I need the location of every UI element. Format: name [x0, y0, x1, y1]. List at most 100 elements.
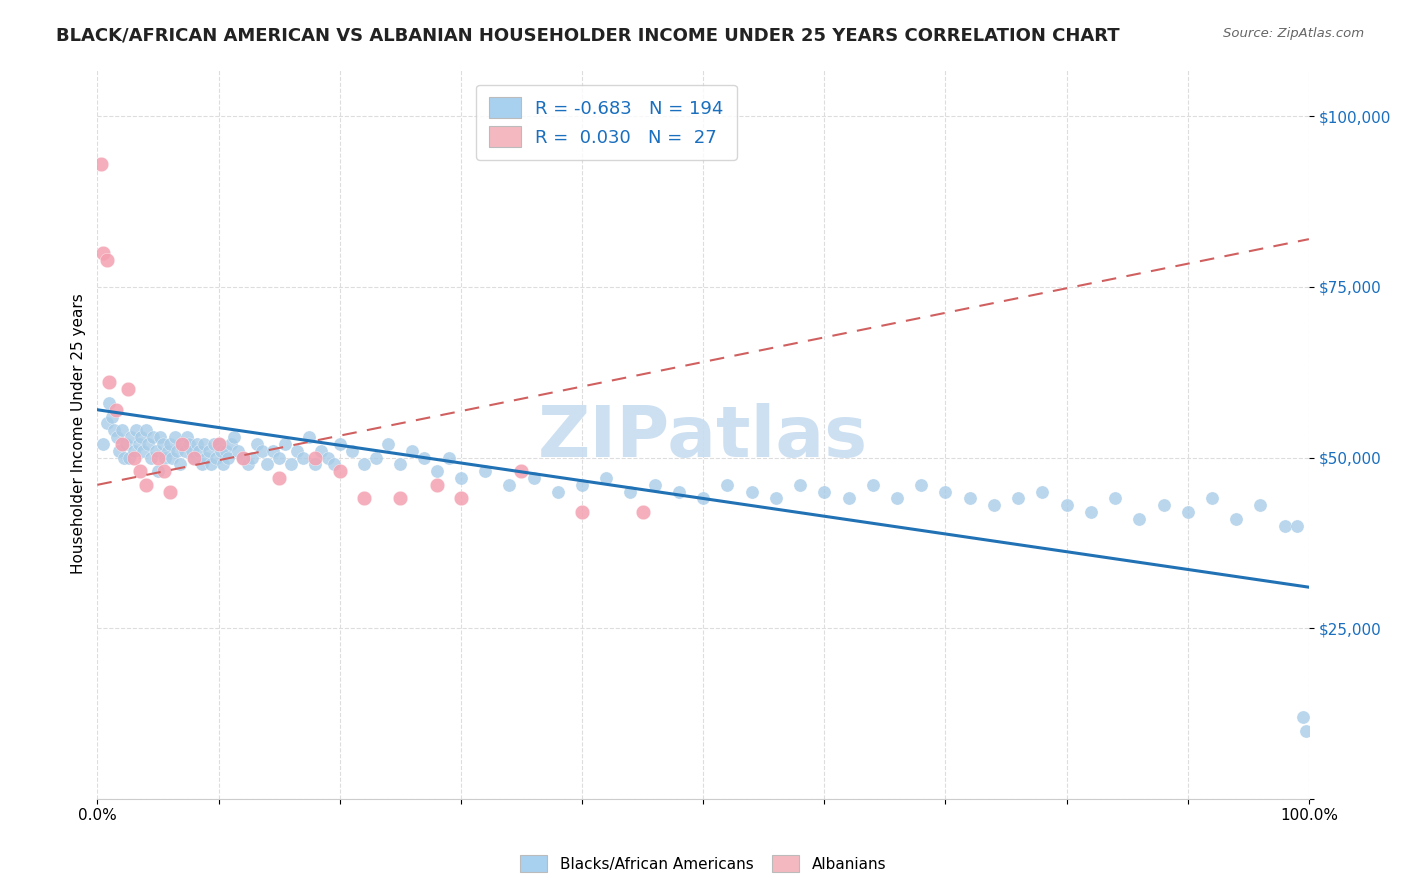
Point — [136, 437, 159, 451]
Point — [219, 437, 242, 451]
Point — [741, 484, 763, 499]
Point — [117, 382, 139, 396]
Point — [132, 443, 155, 458]
Point — [644, 478, 666, 492]
Point — [1295, 723, 1317, 738]
Point — [122, 443, 145, 458]
Point — [90, 157, 112, 171]
Point — [522, 471, 544, 485]
Point — [426, 464, 449, 478]
Point — [226, 443, 249, 458]
Point — [172, 437, 194, 451]
Point — [934, 484, 956, 499]
Point — [198, 443, 221, 458]
Point — [159, 437, 181, 451]
Point — [631, 505, 654, 519]
Point — [200, 458, 222, 472]
Point — [1104, 491, 1126, 506]
Point — [115, 437, 138, 451]
Point — [1153, 498, 1175, 512]
Point — [498, 478, 520, 492]
Point — [139, 450, 162, 465]
Point — [353, 458, 375, 472]
Point — [267, 450, 290, 465]
Point — [145, 443, 167, 458]
Point — [98, 396, 121, 410]
Point — [274, 437, 297, 451]
Point — [159, 484, 181, 499]
Point — [232, 450, 254, 465]
Legend: Blacks/African Americans, Albanians: Blacks/African Americans, Albanians — [512, 847, 894, 880]
Point — [1292, 710, 1315, 724]
Point — [450, 491, 472, 506]
Point — [377, 437, 399, 451]
Point — [209, 443, 232, 458]
Point — [1177, 505, 1199, 519]
Point — [162, 450, 184, 465]
Point — [169, 458, 191, 472]
Point — [329, 464, 352, 478]
Point — [179, 437, 201, 451]
Point — [101, 409, 124, 424]
Point — [426, 478, 449, 492]
Point — [364, 450, 387, 465]
Point — [207, 437, 229, 451]
Point — [173, 443, 195, 458]
Point — [304, 450, 326, 465]
Point — [186, 437, 208, 451]
Point — [128, 464, 150, 478]
Point — [1080, 505, 1102, 519]
Point — [329, 437, 352, 451]
Point — [619, 484, 641, 499]
Point — [152, 437, 174, 451]
Point — [267, 471, 290, 485]
Point — [122, 450, 145, 465]
Point — [765, 491, 787, 506]
Point — [188, 443, 211, 458]
Point — [298, 430, 321, 444]
Point — [142, 430, 165, 444]
Point — [190, 458, 212, 472]
Point — [813, 484, 835, 499]
Point — [112, 450, 135, 465]
Point — [692, 491, 714, 506]
Point — [401, 443, 423, 458]
Point — [837, 491, 859, 506]
Point — [110, 437, 132, 451]
Point — [437, 450, 460, 465]
Point — [163, 430, 186, 444]
Point — [1031, 484, 1053, 499]
Point — [149, 430, 172, 444]
Point — [135, 478, 157, 492]
Point — [104, 402, 127, 417]
Point — [668, 484, 690, 499]
Point — [129, 430, 152, 444]
Point — [474, 464, 496, 478]
Point — [128, 437, 150, 451]
Point — [292, 450, 315, 465]
Point — [571, 478, 593, 492]
Point — [156, 443, 179, 458]
Point — [153, 450, 176, 465]
Point — [110, 423, 132, 437]
Point — [166, 443, 188, 458]
Point — [510, 464, 533, 478]
Point — [862, 478, 884, 492]
Point — [1249, 498, 1271, 512]
Point — [311, 443, 333, 458]
Point — [125, 423, 148, 437]
Point — [96, 417, 118, 431]
Point — [172, 437, 194, 451]
Point — [215, 443, 238, 458]
Legend: R = -0.683   N = 194, R =  0.030   N =  27: R = -0.683 N = 194, R = 0.030 N = 27 — [475, 85, 737, 160]
Point — [242, 450, 264, 465]
Point — [250, 443, 273, 458]
Point — [96, 252, 118, 267]
Point — [716, 478, 738, 492]
Point — [103, 423, 125, 437]
Point — [135, 423, 157, 437]
Point — [93, 437, 115, 451]
Point — [217, 450, 239, 465]
Point — [280, 458, 302, 472]
Point — [202, 437, 225, 451]
